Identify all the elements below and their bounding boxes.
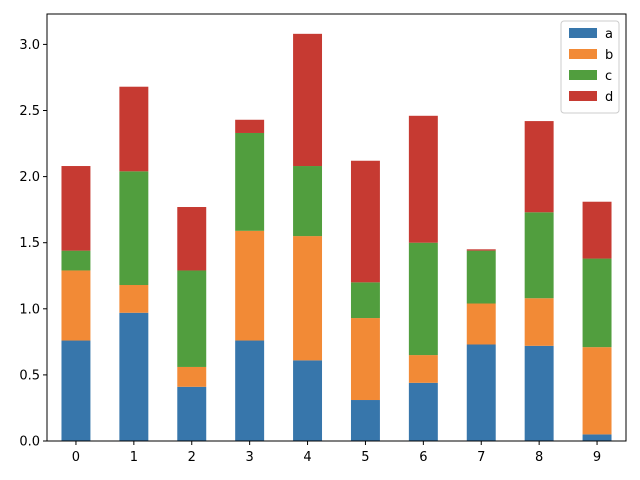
plot-frame (46, 13, 627, 442)
legend-label-d: d (605, 90, 613, 105)
bar-b-4 (293, 236, 323, 361)
bar-d-5 (350, 160, 380, 283)
bar-d-2 (177, 207, 207, 271)
bars-layer (61, 33, 612, 441)
bar-b-3 (235, 230, 265, 341)
legend-swatch-a (569, 28, 597, 38)
bar-b-1 (119, 285, 149, 313)
x-tick-label-8: 8 (535, 450, 543, 465)
y-tick-label-3: 1.5 (19, 236, 40, 251)
bar-c-2 (177, 270, 207, 367)
bar-a-8 (524, 345, 554, 441)
bar-d-4 (293, 33, 323, 167)
bar-c-7 (466, 250, 496, 304)
x-tick-label-2: 2 (188, 450, 196, 465)
bar-c-8 (524, 212, 554, 299)
y-tick-label-1: 0.5 (19, 368, 40, 383)
bar-c-3 (235, 132, 265, 231)
bar-a-0 (61, 340, 91, 441)
x-tick-label-5: 5 (361, 450, 369, 465)
x-tick-label-1: 1 (130, 450, 138, 465)
bar-a-4 (293, 360, 323, 441)
bar-a-6 (408, 382, 438, 441)
bar-a-7 (466, 344, 496, 441)
bar-a-5 (350, 400, 380, 441)
legend-swatch-c (569, 70, 597, 80)
x-tick-label-4: 4 (303, 450, 311, 465)
bar-d-9 (582, 201, 612, 259)
bar-b-2 (177, 366, 207, 387)
bar-d-8 (524, 121, 554, 213)
bar-c-4 (293, 166, 323, 237)
bar-d-0 (61, 166, 91, 251)
bar-d-3 (235, 119, 265, 133)
bar-c-1 (119, 171, 149, 286)
y-tick-label-0: 0.0 (19, 435, 40, 450)
y-tick-label-2: 1.0 (19, 302, 40, 317)
bar-a-1 (119, 312, 149, 441)
bar-a-2 (177, 386, 207, 441)
axes-layer: 0 1 2 3 4 5 6 7 8 9 0.0 0.5 1.0 1.5 2.0 2.5 3.0 (19, 13, 627, 465)
y-tick-label-6: 3.0 (19, 38, 40, 53)
legend-label-c: c (605, 69, 612, 84)
x-tick-label-7: 7 (477, 450, 485, 465)
x-tick-label-6: 6 (419, 450, 427, 465)
bar-d-7 (466, 249, 496, 251)
bar-d-6 (408, 115, 438, 243)
bar-a-3 (235, 340, 265, 441)
bar-b-0 (61, 270, 91, 341)
bar-b-5 (350, 318, 380, 401)
legend-swatch-b (569, 49, 597, 59)
bar-c-6 (408, 242, 438, 356)
x-tick-label-9: 9 (593, 450, 601, 465)
y-tick-label-4: 2.0 (19, 170, 40, 185)
x-tick-label-0: 0 (72, 450, 80, 465)
legend-frame (560, 20, 620, 114)
bar-b-9 (582, 347, 612, 435)
x-tick-label-3: 3 (246, 450, 254, 465)
bar-b-7 (466, 303, 496, 345)
bar-a-9 (582, 434, 612, 441)
legend-label-b: b (605, 48, 613, 63)
y-tick-label-5: 2.5 (19, 104, 40, 119)
bar-b-6 (408, 355, 438, 383)
bar-d-1 (119, 86, 149, 172)
legend-swatch-d (569, 91, 597, 101)
bar-b-8 (524, 298, 554, 346)
legend-label-a: a (605, 27, 613, 42)
bar-c-9 (582, 258, 612, 348)
bar-c-5 (350, 282, 380, 319)
bar-c-0 (61, 250, 91, 271)
